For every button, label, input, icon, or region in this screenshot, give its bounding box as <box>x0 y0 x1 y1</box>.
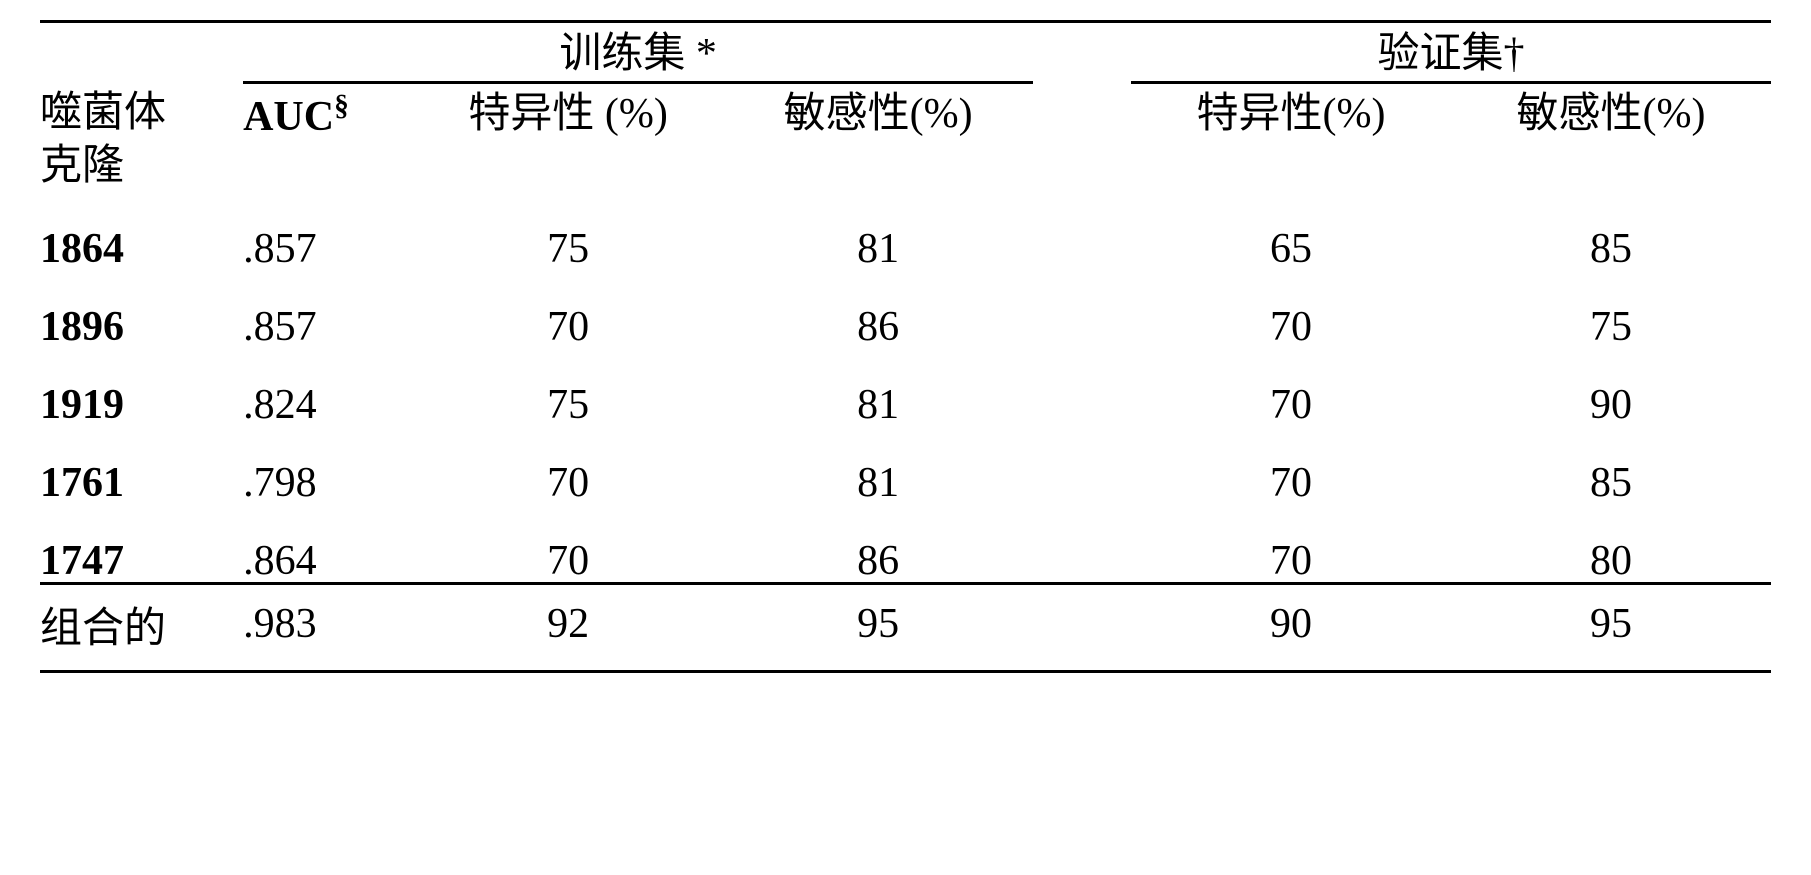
data-table: 训练集 * 验证集† 噬菌体 克隆 AUC§ 特异性 (%) <box>40 20 1771 673</box>
summary-valid-sens: 95 <box>1451 584 1771 672</box>
row-group-label-line2: 克隆 <box>40 143 124 189</box>
summary-row: 组合的 .983 92 95 90 95 <box>40 584 1771 672</box>
cell-valid-spec: 70 <box>1131 270 1451 348</box>
cell-valid-sens: 75 <box>1451 270 1771 348</box>
cell-train-sens: 86 <box>723 270 1033 348</box>
table-row: 1761 .798 70 81 70 85 <box>40 426 1771 504</box>
row-group-label-line1: 噬菌体 <box>40 90 166 136</box>
col-valid-spec: 特异性(%) <box>1197 91 1386 137</box>
row-id: 1761 <box>40 426 243 504</box>
table-row: 1919 .824 75 81 70 90 <box>40 348 1771 426</box>
cell-train-sens: 81 <box>723 426 1033 504</box>
cell-train-spec: 70 <box>413 504 723 584</box>
summary-label: 组合的 <box>40 584 243 672</box>
cell-train-spec: 75 <box>413 348 723 426</box>
cell-valid-sens: 90 <box>1451 348 1771 426</box>
cell-valid-sens: 85 <box>1451 192 1771 270</box>
col-train-spec: 特异性 (%) <box>468 91 667 137</box>
cell-train-spec: 70 <box>413 270 723 348</box>
cell-train-spec: 75 <box>413 192 723 270</box>
row-group-label: 噬菌体 克隆 <box>40 81 243 192</box>
group-title-valid: 验证集† <box>1131 22 1771 82</box>
group-title-row: 训练集 * 验证集† <box>40 22 1771 82</box>
cell-auc: .857 <box>243 270 413 348</box>
summary-train-spec: 92 <box>413 584 723 672</box>
col-train-sens: 敏感性(%) <box>784 91 973 137</box>
summary-auc: .983 <box>243 584 413 672</box>
col-auc-latin: AUC <box>243 94 334 140</box>
col-valid-sens: 敏感性(%) <box>1517 91 1706 137</box>
group-title-train-text: 训练集 * <box>559 31 717 77</box>
cell-valid-sens: 85 <box>1451 426 1771 504</box>
cell-valid-sens: 80 <box>1451 504 1771 584</box>
summary-valid-spec: 90 <box>1131 584 1451 672</box>
cell-train-sens: 86 <box>723 504 1033 584</box>
cell-valid-spec: 70 <box>1131 426 1451 504</box>
cell-auc: .824 <box>243 348 413 426</box>
table-row: 1864 .857 75 81 65 85 <box>40 192 1771 270</box>
row-id: 1919 <box>40 348 243 426</box>
group-title-valid-text: 验证集† <box>1377 31 1524 77</box>
row-id: 1747 <box>40 504 243 584</box>
cell-valid-spec: 70 <box>1131 504 1451 584</box>
cell-train-sens: 81 <box>723 348 1033 426</box>
cell-train-sens: 81 <box>723 192 1033 270</box>
table-row: 1896 .857 70 86 70 75 <box>40 270 1771 348</box>
cell-valid-spec: 65 <box>1131 192 1451 270</box>
group-title-train: 训练集 * <box>243 22 1033 82</box>
cell-auc: .864 <box>243 504 413 584</box>
table-row: 1747 .864 70 86 70 80 <box>40 504 1771 584</box>
cell-auc: .798 <box>243 426 413 504</box>
cell-auc: .857 <box>243 192 413 270</box>
row-id: 1864 <box>40 192 243 270</box>
table-container: 训练集 * 验证集† 噬菌体 克隆 AUC§ 特异性 (%) <box>0 0 1811 693</box>
cell-valid-spec: 70 <box>1131 348 1451 426</box>
row-id: 1896 <box>40 270 243 348</box>
summary-train-sens: 95 <box>723 584 1033 672</box>
column-header-row: 噬菌体 克隆 AUC§ 特异性 (%) 敏感性(%) <box>40 81 1771 192</box>
col-auc-sup: § <box>334 90 349 122</box>
cell-train-spec: 70 <box>413 426 723 504</box>
